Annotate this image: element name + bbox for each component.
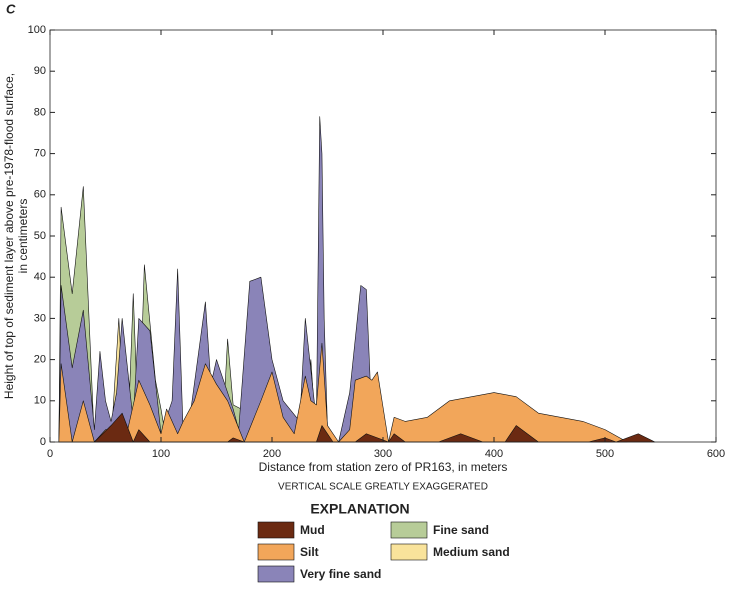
y-tick-label: 0	[40, 436, 46, 448]
x-axis-label: Distance from station zero of PR163, in …	[259, 460, 508, 474]
legend-title: EXPLANATION	[310, 501, 409, 517]
y-axis-label: in centimeters	[16, 199, 30, 274]
x-tick-label: 200	[263, 448, 281, 460]
y-tick-label: 70	[34, 148, 46, 160]
x-tick-label: 600	[707, 448, 725, 460]
x-tick-label: 400	[485, 448, 503, 460]
y-axis-label: Height of top of sediment layer above pr…	[2, 73, 16, 399]
x-tick-label: 500	[596, 448, 614, 460]
legend-swatch	[390, 543, 428, 561]
y-tick-label: 50	[34, 230, 46, 242]
y-tick-label: 100	[28, 24, 46, 36]
legend-label: Very fine sand	[300, 567, 381, 581]
legend-label: Mud	[300, 523, 325, 537]
legend-swatch	[390, 521, 428, 539]
legend-label: Silt	[300, 545, 319, 559]
y-tick-label: 60	[34, 189, 46, 201]
y-tick-label: 40	[34, 271, 46, 283]
note: VERTICAL SCALE GREATLY EXAGGERATED	[278, 482, 488, 493]
y-tick-label: 90	[34, 65, 46, 77]
legend-label: Fine sand	[433, 523, 489, 537]
area	[58, 342, 628, 443]
y-tick-label: 30	[34, 312, 46, 324]
y-tick-label: 20	[34, 354, 46, 366]
y-tick-label: 80	[34, 106, 46, 118]
x-tick-label: 0	[47, 448, 53, 460]
x-tick-label: 300	[374, 448, 392, 460]
legend-swatch	[257, 565, 295, 583]
legend-swatch	[257, 543, 295, 561]
y-tick-label: 10	[34, 395, 46, 407]
x-tick-label: 100	[152, 448, 170, 460]
legend-label: Medium sand	[433, 545, 510, 559]
panel-label: C	[6, 1, 16, 16]
legend-swatch	[257, 521, 295, 539]
